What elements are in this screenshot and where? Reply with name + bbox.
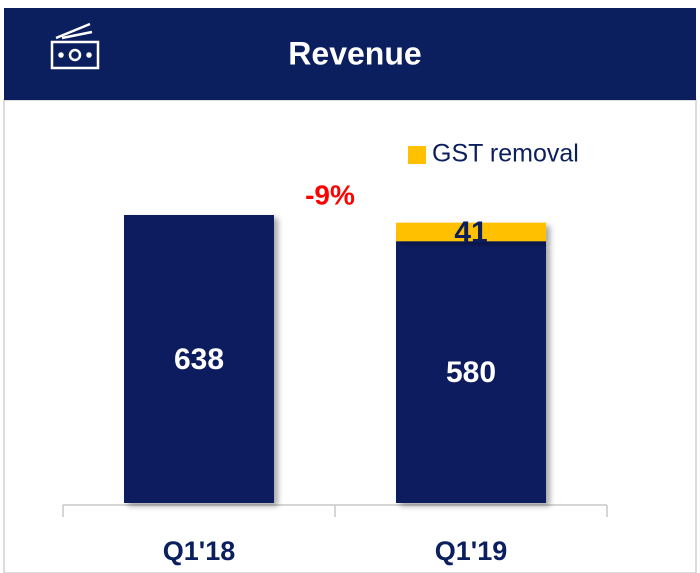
annotation: -9% [305,179,355,210]
bar-segment [396,241,546,503]
legend-swatch [408,146,426,164]
legend-label: GST removal [432,140,579,168]
money-icon [50,22,100,70]
chart-title: Revenue [288,35,421,71]
card [3,99,697,573]
data-label: 41 [454,216,487,249]
data-label: 580 [446,356,496,389]
data-label: 638 [174,343,224,376]
header [4,8,696,100]
bar-segment [396,222,546,242]
bar-segment [124,215,274,503]
x-tick-label: Q1'19 [435,536,507,566]
x-tick-label: Q1'18 [163,536,235,566]
